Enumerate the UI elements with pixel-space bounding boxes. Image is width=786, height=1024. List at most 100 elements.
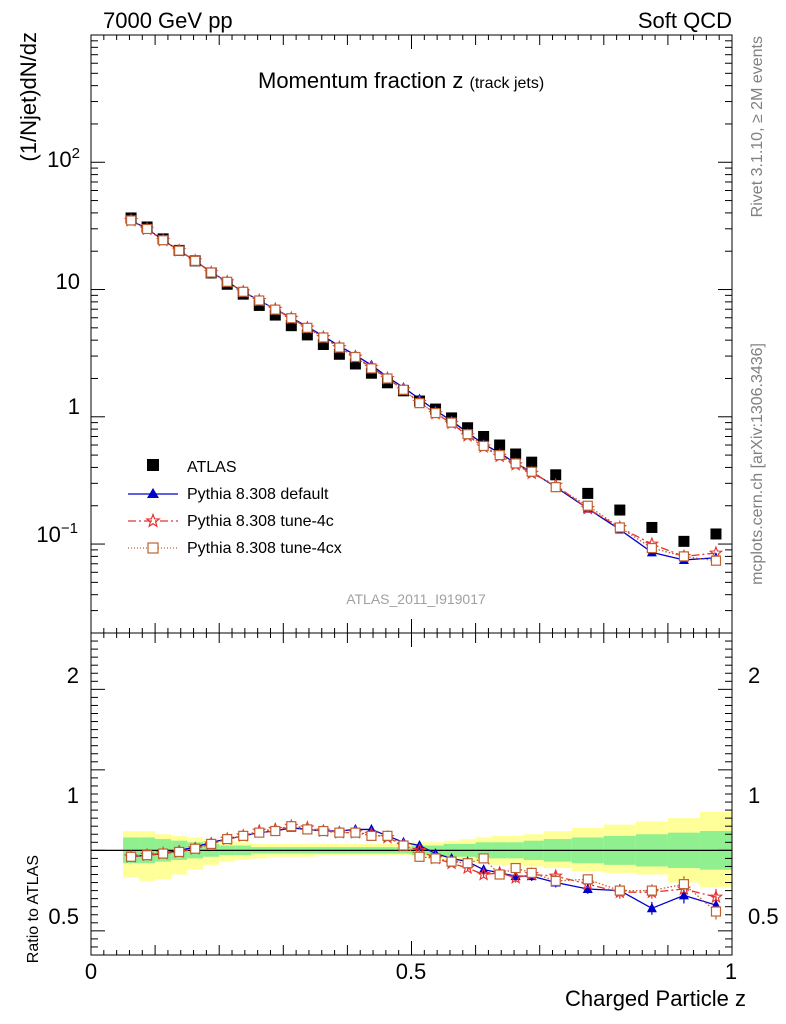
main-point-s3 xyxy=(710,555,722,566)
main-point-s0 xyxy=(494,439,506,451)
main-point-s0 xyxy=(510,448,522,460)
legend-tune4cx-label: Pythia 8.308 tune-4cx xyxy=(187,540,342,557)
ratio-point-s1 xyxy=(708,889,724,904)
main-point-s3 xyxy=(286,313,297,324)
main-point-s0 xyxy=(582,487,594,499)
legend-entry-atlas: ATLAS xyxy=(147,459,237,476)
main-point-s3 xyxy=(462,429,473,440)
main-point-s3 xyxy=(350,351,361,363)
ratio-point-s2 xyxy=(710,906,722,917)
ratio-point-s2 xyxy=(270,825,281,837)
ratio-point-s2 xyxy=(222,833,233,845)
ratio-point-s2 xyxy=(206,838,217,850)
main-point-s3 xyxy=(382,373,393,384)
main-point-s3 xyxy=(334,342,345,353)
ratio-point-s2 xyxy=(462,858,473,869)
ratio-point-s0 xyxy=(582,883,593,893)
ratio-y-axis-label: Ratio to ATLAS xyxy=(25,855,42,963)
plot-title: Momentum fraction z (track jets) xyxy=(258,68,544,93)
main-point-s3 xyxy=(125,215,137,226)
main-point-s3 xyxy=(254,295,265,306)
ratio-ytick-left-0p5: 0.5 xyxy=(48,904,79,929)
legend-tune4c-marker xyxy=(145,512,161,528)
main-point-s0 xyxy=(678,535,690,547)
main-point-s3 xyxy=(478,440,489,452)
main-series-line-3 xyxy=(130,219,717,562)
ratio-point-s2 xyxy=(254,827,265,838)
legend-entry-default: Pythia 8.308 default xyxy=(128,486,329,503)
main-point-s3 xyxy=(366,363,377,374)
category-label: Soft QCD xyxy=(638,8,732,33)
main-point-s3 xyxy=(582,500,593,511)
xtick-label-1: 1 xyxy=(725,959,737,984)
plot-title-main: Momentum fraction z xyxy=(258,68,463,93)
ytick-label-0p1-exp: −1 xyxy=(61,520,78,537)
ratio-point-s2 xyxy=(510,862,521,874)
main-point-s2 xyxy=(708,545,724,560)
main-point-s3 xyxy=(238,286,249,297)
ytick-label-100-exp: 2 xyxy=(72,145,80,162)
main-series-line-1 xyxy=(130,219,717,561)
main-point-s0 xyxy=(550,469,562,481)
main-point-s3 xyxy=(550,482,561,493)
ytick-label-1: 1 xyxy=(68,394,80,419)
xtick-label-0p5: 0.5 xyxy=(396,959,427,984)
main-y-axis-label: (1/Njet)dN/dz xyxy=(16,32,41,162)
ratio-ytick-right-0p5: 0.5 xyxy=(748,904,779,929)
ratio-point-s2 xyxy=(366,830,377,841)
main-point-s3 xyxy=(414,398,425,409)
ratio-point-s2 xyxy=(350,827,361,838)
legend-atlas-marker xyxy=(147,459,159,471)
legend-atlas-label: ATLAS xyxy=(187,459,237,476)
main-point-s3 xyxy=(614,522,625,533)
legend: ATLAS Pythia 8.308 default Pythia 8.308 … xyxy=(128,459,342,557)
ratio-point-s2 xyxy=(398,840,409,851)
ratio-point-s0 xyxy=(646,902,657,913)
energy-label: 7000 GeV pp xyxy=(103,8,233,33)
main-series-lines xyxy=(130,219,717,562)
ratio-point-s2 xyxy=(446,856,457,867)
ratio-ytick-right-2: 2 xyxy=(748,663,760,688)
ratio-point-s2 xyxy=(158,848,169,859)
main-point-s3 xyxy=(141,223,153,235)
ratio-point-s2 xyxy=(125,851,137,862)
main-point-s0 xyxy=(269,309,281,321)
main-point-s3 xyxy=(270,304,281,315)
plot-title-suffix: (track jets) xyxy=(470,75,545,92)
ratio-point-s1 xyxy=(508,870,523,884)
main-point-s0 xyxy=(614,504,626,516)
ratio-point-s2 xyxy=(678,879,690,890)
ratio-point-s2 xyxy=(430,853,441,864)
main-point-s0 xyxy=(478,430,490,442)
main-point-s3 xyxy=(206,267,217,278)
main-point-s3 xyxy=(398,384,409,395)
main-point-s3 xyxy=(174,245,185,256)
main-point-s0 xyxy=(349,358,361,370)
ratio-point-s2 xyxy=(614,885,625,896)
legend-tune4cx-marker xyxy=(147,542,159,554)
x-axis-label: Charged Particle z xyxy=(565,986,746,1011)
main-point-s0 xyxy=(710,528,722,540)
main-point-s3 xyxy=(494,449,505,461)
ratio-point-s0 xyxy=(678,889,689,900)
mcplots-label: mcplots.cern.ch [arXiv:1306.3436] xyxy=(749,343,766,585)
main-point-s0 xyxy=(333,348,345,360)
ratio-ytick-left-2: 2 xyxy=(67,663,79,688)
ratio-point-s2 xyxy=(494,869,505,880)
main-series-line-2 xyxy=(130,220,717,558)
ratio-point-s2 xyxy=(190,843,201,854)
main-point-s3 xyxy=(526,466,537,477)
legend-tune4c-label: Pythia 8.308 tune-4c xyxy=(187,513,334,530)
ratio-point-s2 xyxy=(414,851,425,862)
main-point-s3 xyxy=(318,332,329,343)
main-point-s3 xyxy=(222,276,233,287)
main-point-s0 xyxy=(646,521,658,533)
main-point-s3 xyxy=(678,551,690,562)
ratio-point-s2 xyxy=(286,821,297,832)
main-point-s0 xyxy=(526,456,538,468)
ratio-point-s2 xyxy=(334,827,345,838)
ytick-label-0p1: 10−1 xyxy=(36,520,78,547)
main-point-s0 xyxy=(285,320,297,332)
legend-default-label: Pythia 8.308 default xyxy=(187,486,329,503)
ratio-point-s1 xyxy=(476,866,491,881)
